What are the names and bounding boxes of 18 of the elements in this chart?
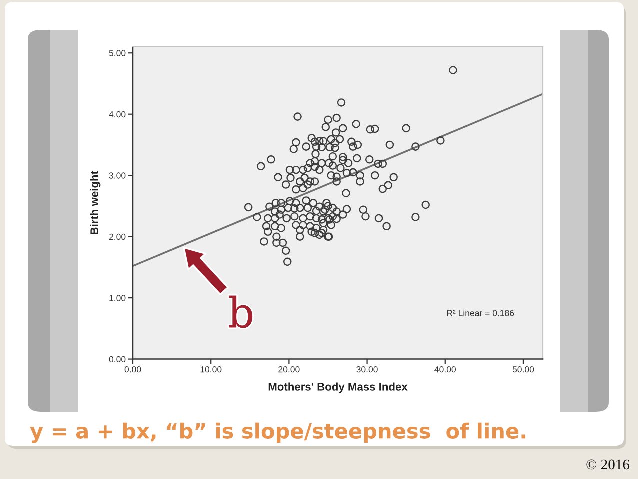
- x-tick-label: 20.00: [278, 366, 300, 373]
- y-tick-label: 4.00: [109, 111, 126, 118]
- annotation: R² Linear = 0.186: [447, 310, 514, 316]
- x-tick-label: 50.00: [512, 366, 534, 373]
- y-tick-label: 2.00: [109, 234, 126, 240]
- y-tick-label: 3.00: [109, 172, 126, 179]
- y-axis-title: Birth weight: [90, 171, 101, 234]
- annotation: b: [229, 296, 253, 328]
- y-tick-label: 5.00: [109, 50, 126, 56]
- x-tick-label: 0.00: [124, 366, 142, 373]
- y-tick-label: 0.00: [109, 356, 126, 363]
- text: y = a + bx, “b” is slope/steepness of line.: [30, 422, 526, 444]
- x-tick-label: 40.00: [434, 366, 456, 373]
- text: © 2016: [586, 460, 630, 470]
- x-tick-label: 10.00: [200, 366, 222, 373]
- x-axis-title: Mothers' Body Mass Index: [268, 382, 408, 394]
- x-tick-label: 30.00: [356, 366, 378, 373]
- y-tick-label: 1.00: [110, 295, 126, 302]
